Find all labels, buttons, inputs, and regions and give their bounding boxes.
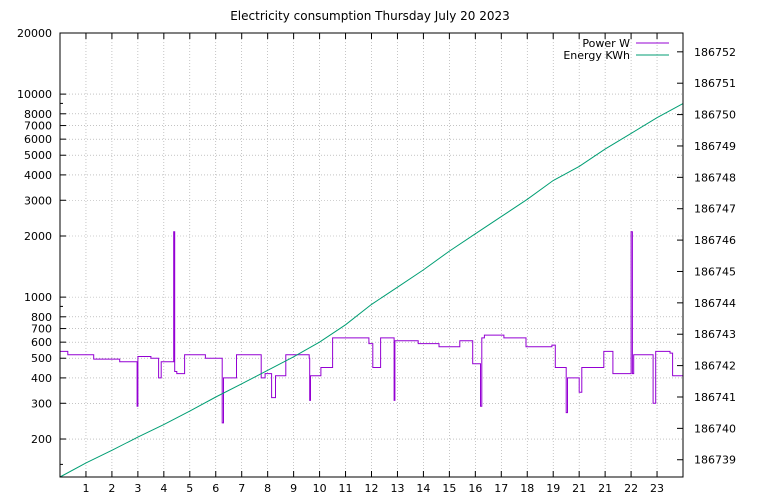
y-right-tick-label: 186743: [694, 328, 736, 341]
x-tick-label: 9: [290, 482, 297, 495]
x-tick-label: 23: [650, 482, 664, 495]
x-tick-label: 22: [624, 482, 638, 495]
y-right-tick-label: 186742: [694, 360, 736, 373]
y-right-tick-label: 186740: [694, 422, 736, 435]
y-left-tick-label: 500: [31, 352, 52, 365]
x-tick-label: 21: [572, 482, 586, 495]
y-left-tick-label: 200: [31, 433, 52, 446]
y-right-axis: 186739 186740 186741 186742 186743 186744 1867…: [677, 46, 736, 467]
x-tick-label: 18: [520, 482, 534, 495]
y-left-tick-label: 2000: [24, 230, 52, 243]
y-right-tick-label: 186749: [694, 140, 736, 153]
y-left-tick-label: 8000: [24, 108, 52, 121]
y-left-tick-label: 4000: [24, 169, 52, 182]
y-right-tick-label: 186741: [694, 391, 736, 404]
y-left-tick-label: 7000: [24, 120, 52, 133]
legend-label-power: Power W: [582, 37, 630, 50]
y-right-tick-label: 186750: [694, 109, 736, 122]
y-left-tick-label: 20000: [17, 27, 52, 40]
x-axis: 1 2 3 4 5 6 7 8 9 10 11 12 13 14 15 16 17 18 19 21 21 22 23: [82, 33, 664, 495]
y-left-tick-label: 1000: [24, 291, 52, 304]
x-tick-label: 4: [160, 482, 167, 495]
y-right-tick-label: 186747: [694, 203, 736, 216]
y-right-tick-label: 186748: [694, 171, 736, 184]
plot-border: [59, 32, 684, 478]
x-tick-label: 5: [186, 482, 193, 495]
series-line-energy: [59, 103, 684, 478]
x-tick-label: 11: [339, 482, 353, 495]
grid-lines: [60, 33, 683, 477]
y-left-tick-label: 600: [31, 336, 52, 349]
y-left-tick-label: 800: [31, 311, 52, 324]
y-left-tick-label: 700: [31, 323, 52, 336]
series-layer: [59, 103, 684, 478]
y-left-tick-label: 3000: [24, 194, 52, 207]
x-tick-label: 7: [238, 482, 245, 495]
y-left-tick-label: 300: [31, 397, 52, 410]
chart-title: Electricity consumption Thursday July 20…: [230, 9, 510, 23]
x-tick-label: 13: [390, 482, 404, 495]
y-right-tick-label: 186745: [694, 265, 736, 278]
x-tick-label: 6: [212, 482, 219, 495]
y-left-tick-label: 6000: [24, 133, 52, 146]
legend: Power W Energy KWh: [563, 37, 669, 62]
y-left-tick-label: 400: [31, 372, 52, 385]
legend-label-energy: Energy KWh: [563, 49, 630, 62]
y-right-tick-label: 186746: [694, 234, 736, 247]
y-right-tick-label: 186744: [694, 297, 736, 310]
series-line-power: [60, 231, 684, 424]
y-right-tick-label: 186751: [694, 77, 736, 90]
x-tick-label: 14: [416, 482, 430, 495]
x-tick-label: 21: [598, 482, 612, 495]
x-tick-label: 17: [494, 482, 508, 495]
x-tick-label: 2: [108, 482, 115, 495]
y-left-tick-label: 5000: [24, 149, 52, 162]
x-tick-label: 19: [546, 482, 560, 495]
y-right-tick-label: 186739: [694, 454, 736, 467]
x-tick-label: 15: [442, 482, 456, 495]
x-tick-label: 8: [264, 482, 271, 495]
y-right-tick-label: 186752: [694, 46, 736, 59]
x-tick-label: 12: [365, 482, 379, 495]
x-tick-label: 16: [468, 482, 482, 495]
y-left-tick-label: 10000: [17, 88, 52, 101]
x-tick-label: 10: [313, 482, 327, 495]
x-tick-label: 3: [134, 482, 141, 495]
x-tick-label: 1: [82, 482, 89, 495]
